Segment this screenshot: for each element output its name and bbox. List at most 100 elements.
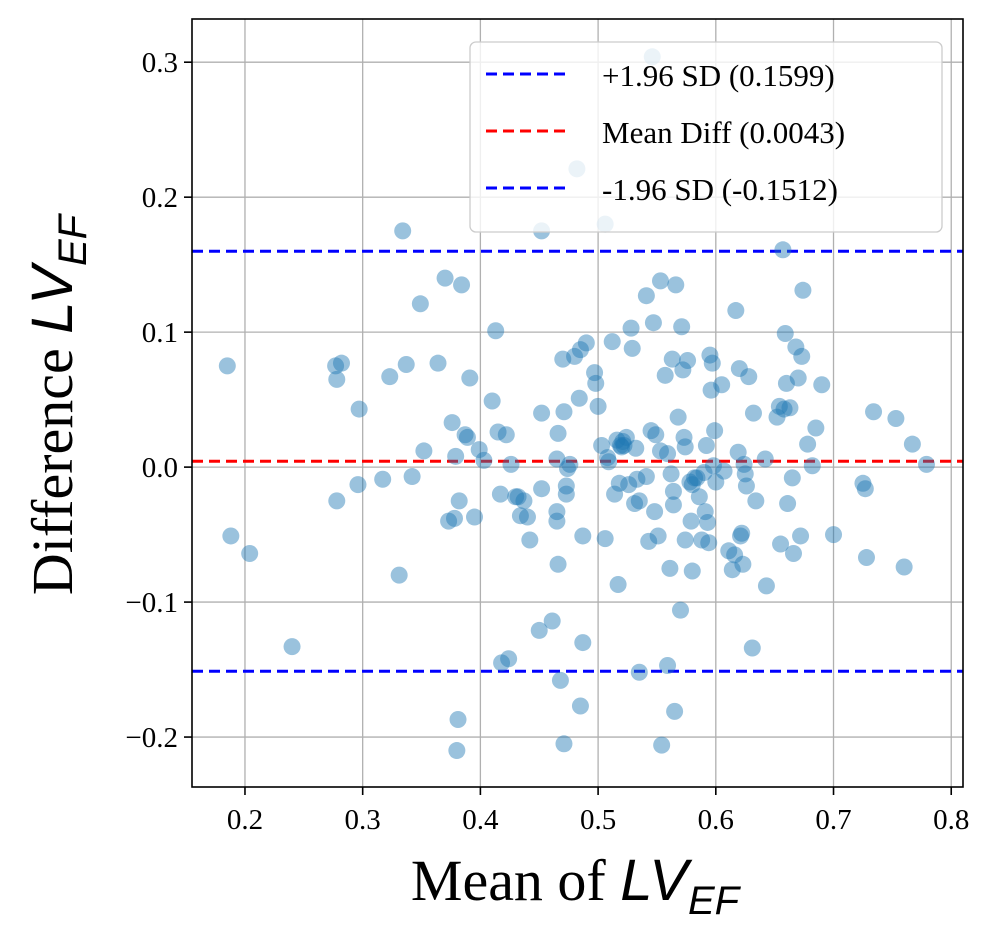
data-point (283, 638, 301, 656)
data-point (533, 480, 551, 498)
data-point (789, 369, 807, 387)
data-point (450, 492, 468, 510)
data-point (483, 392, 501, 410)
data-point (659, 445, 677, 463)
data-point (328, 370, 346, 388)
data-point (640, 532, 658, 550)
data-point (675, 428, 693, 446)
data-point (626, 495, 644, 513)
data-point (599, 449, 617, 467)
data-point (737, 477, 755, 495)
data-point (673, 318, 691, 336)
data-point (630, 492, 648, 510)
data-point (693, 531, 711, 549)
legend-label-lower-sd: -1.96 SD (-0.1512) (602, 172, 838, 207)
data-point (600, 453, 618, 471)
data-point (671, 601, 689, 619)
data-point (566, 347, 584, 365)
y-tick-label: 0.1 (142, 317, 178, 349)
data-point (549, 555, 567, 573)
data-point (688, 469, 706, 487)
data-point (458, 428, 476, 446)
data-point (577, 334, 595, 352)
x-tick-label: 0.6 (698, 804, 734, 836)
data-point (683, 476, 701, 494)
data-point (770, 397, 788, 415)
data-point (747, 492, 765, 510)
axis-ticks: 0.2 0.3 0.4 0.5 0.6 0.7 0.8 −0.2 −0.1 0.0 0.1 0.2 0.… (125, 47, 969, 836)
data-point (623, 339, 641, 357)
data-point (443, 414, 461, 432)
x-tick-label: 0.2 (227, 804, 263, 836)
data-point (781, 399, 799, 417)
x-axis-title: Mean of LVEF (411, 848, 742, 923)
data-point (548, 503, 566, 521)
data-point (783, 469, 801, 487)
data-point (726, 546, 744, 564)
data-point (558, 459, 576, 477)
data-point (772, 535, 790, 553)
legend-label-upper-sd: +1.96 SD (0.1599) (602, 58, 835, 93)
data-point (727, 302, 745, 320)
data-point (637, 287, 655, 305)
data-point (663, 350, 681, 368)
y-axis-title-var: LV (20, 261, 85, 334)
data-point (775, 400, 793, 418)
data-point (222, 527, 240, 545)
data-point (610, 474, 628, 492)
data-point (700, 534, 718, 552)
data-point (720, 542, 738, 560)
x-axis-title-var: LV (620, 848, 693, 913)
data-point (557, 485, 575, 503)
data-point (865, 403, 883, 421)
data-point (690, 488, 708, 506)
y-tick-label: −0.1 (125, 587, 178, 619)
scatter-points (218, 48, 936, 760)
data-point (779, 495, 797, 513)
data-point (774, 241, 792, 259)
data-point (548, 512, 566, 530)
data-point (608, 431, 626, 449)
data-point (630, 663, 648, 681)
data-point (707, 473, 725, 491)
data-point (653, 736, 671, 754)
data-point (649, 527, 667, 545)
data-point (218, 357, 236, 375)
data-point (429, 354, 447, 372)
x-axis-title-prefix: Mean of (411, 848, 620, 913)
data-point (603, 333, 621, 351)
data-point (349, 476, 367, 494)
data-point (411, 295, 429, 313)
x-tick-label: 0.8 (933, 804, 969, 836)
data-point (548, 450, 566, 468)
data-point (669, 408, 687, 426)
data-point (756, 450, 774, 468)
data-point (715, 462, 733, 480)
data-point (571, 697, 589, 715)
data-point (656, 366, 674, 384)
y-tick-label: 0.2 (142, 182, 178, 214)
data-point (666, 702, 684, 720)
data-point (533, 404, 551, 422)
data-point (676, 438, 694, 456)
data-point (328, 492, 346, 510)
legend-label-mean-diff: Mean Diff (0.0043) (602, 115, 845, 150)
data-point (723, 561, 741, 579)
x-tick-label: 0.4 (462, 804, 499, 836)
data-point (461, 369, 479, 387)
data-point (664, 482, 682, 500)
y-axis-title-subscript: EF (51, 212, 95, 266)
data-point (627, 439, 645, 457)
data-point (682, 512, 700, 530)
data-point (350, 400, 368, 418)
data-point (825, 526, 843, 544)
data-point (699, 513, 717, 531)
data-point (515, 492, 533, 510)
data-point (614, 432, 632, 450)
data-point (784, 544, 802, 562)
data-point (664, 496, 682, 514)
data-point (475, 451, 493, 469)
data-point (646, 503, 664, 521)
data-point (574, 634, 592, 652)
